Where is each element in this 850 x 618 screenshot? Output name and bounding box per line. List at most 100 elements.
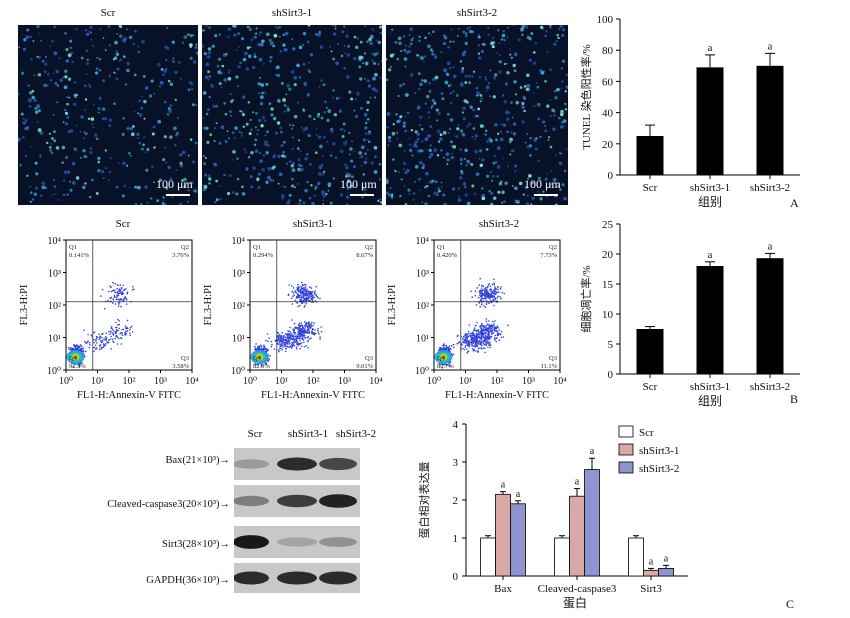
cell-nucleus — [229, 93, 232, 96]
flow-plot-scr: Q10.141%Q23.76%Q33.58%Q492.5%10⁰10⁰10¹10… — [19, 236, 199, 401]
cell-nucleus — [276, 26, 279, 30]
cell-nucleus — [386, 178, 389, 182]
event-dot — [125, 303, 128, 305]
event-dot — [287, 294, 290, 296]
event-dot — [496, 292, 498, 294]
event-dot — [495, 288, 498, 290]
cell-nucleus — [403, 185, 406, 187]
event-dot — [264, 348, 267, 350]
cell-nucleus — [360, 164, 363, 167]
cell-nucleus — [69, 188, 73, 192]
cell-nucleus — [163, 70, 167, 73]
event-dot — [484, 332, 487, 335]
event-dot — [115, 332, 117, 334]
event-dot — [487, 338, 490, 340]
event-dot — [480, 341, 482, 343]
cell-nucleus — [64, 75, 68, 79]
event-dot — [440, 347, 442, 350]
cell-nucleus — [314, 188, 317, 191]
event-dot — [296, 342, 298, 345]
event-dot — [278, 350, 280, 353]
cell-nucleus — [537, 160, 540, 162]
cell-nucleus — [547, 136, 551, 139]
cell-nucleus — [388, 139, 392, 143]
cell-nucleus — [504, 181, 508, 185]
event-dot — [126, 319, 129, 322]
cell-nucleus — [150, 197, 153, 200]
cell-nucleus — [491, 45, 495, 49]
cell-nucleus — [506, 71, 510, 75]
cell-nucleus — [414, 164, 419, 169]
cell-nucleus — [228, 137, 230, 140]
event-dot — [119, 284, 122, 286]
cell-nucleus — [536, 102, 541, 107]
cell-nucleus — [513, 69, 517, 73]
event-dot — [310, 293, 313, 295]
cell-nucleus — [363, 112, 368, 117]
cell-nucleus — [474, 149, 478, 154]
legend-label: shSirt3-2 — [639, 463, 679, 475]
cell-nucleus — [249, 175, 253, 179]
cell-nucleus — [427, 116, 430, 119]
cell-nucleus — [208, 182, 211, 185]
event-dot — [108, 330, 110, 333]
event-dot — [485, 298, 487, 300]
cell-nucleus — [511, 149, 515, 153]
event-dot — [462, 347, 464, 350]
event-dot — [475, 342, 477, 345]
x-tick-label: 10¹ — [275, 376, 288, 387]
cell-nucleus — [173, 126, 177, 131]
event-dot — [476, 345, 479, 348]
event-dot — [114, 337, 116, 340]
cell-nucleus — [306, 40, 310, 44]
cell-nucleus — [269, 178, 273, 182]
cell-nucleus — [227, 35, 230, 38]
cell-nucleus — [412, 192, 416, 195]
cell-nucleus — [315, 127, 318, 130]
cell-nucleus — [560, 112, 564, 117]
cell-nucleus — [203, 162, 207, 166]
cell-nucleus — [541, 27, 544, 30]
event-dot — [304, 286, 307, 288]
event-dot — [111, 338, 114, 341]
cell-nucleus — [459, 60, 463, 63]
event-dot — [494, 293, 497, 295]
cell-nucleus — [433, 148, 437, 152]
event-dot — [479, 277, 481, 280]
cell-nucleus — [252, 166, 256, 170]
cell-nucleus — [274, 73, 277, 76]
cell-nucleus — [302, 62, 306, 66]
event-dot — [292, 337, 295, 339]
cell-nucleus — [368, 140, 371, 143]
cell-nucleus — [441, 97, 445, 101]
event-dot — [485, 337, 487, 340]
cell-nucleus — [403, 121, 406, 124]
cell-nucleus — [116, 32, 119, 35]
cell-nucleus — [282, 33, 286, 37]
cell-nucleus — [209, 75, 211, 78]
event-dot — [129, 334, 131, 337]
event-dot — [319, 338, 321, 340]
cell-nucleus — [265, 180, 269, 184]
event-dot — [126, 330, 129, 332]
cell-nucleus — [527, 177, 529, 180]
event-dot — [291, 346, 293, 349]
quadrant-label-q2: Q2 — [365, 244, 373, 251]
event-dot — [489, 344, 492, 347]
cell-nucleus — [389, 186, 392, 190]
cell-nucleus — [207, 174, 211, 178]
cell-nucleus — [478, 173, 480, 175]
tunel-image-shsirt3-1: 100 μm — [202, 25, 382, 205]
cell-nucleus — [259, 159, 263, 163]
cell-nucleus — [432, 77, 436, 82]
cell-nucleus — [556, 33, 559, 37]
x-tick-label: 10² — [307, 376, 320, 387]
cell-nucleus — [62, 193, 66, 197]
event-dot — [108, 339, 110, 341]
cell-nucleus — [244, 150, 247, 154]
event-dot — [470, 334, 472, 337]
cell-nucleus — [306, 93, 310, 97]
cell-nucleus — [283, 103, 287, 107]
cell-nucleus — [427, 134, 431, 138]
cell-nucleus — [39, 156, 41, 159]
